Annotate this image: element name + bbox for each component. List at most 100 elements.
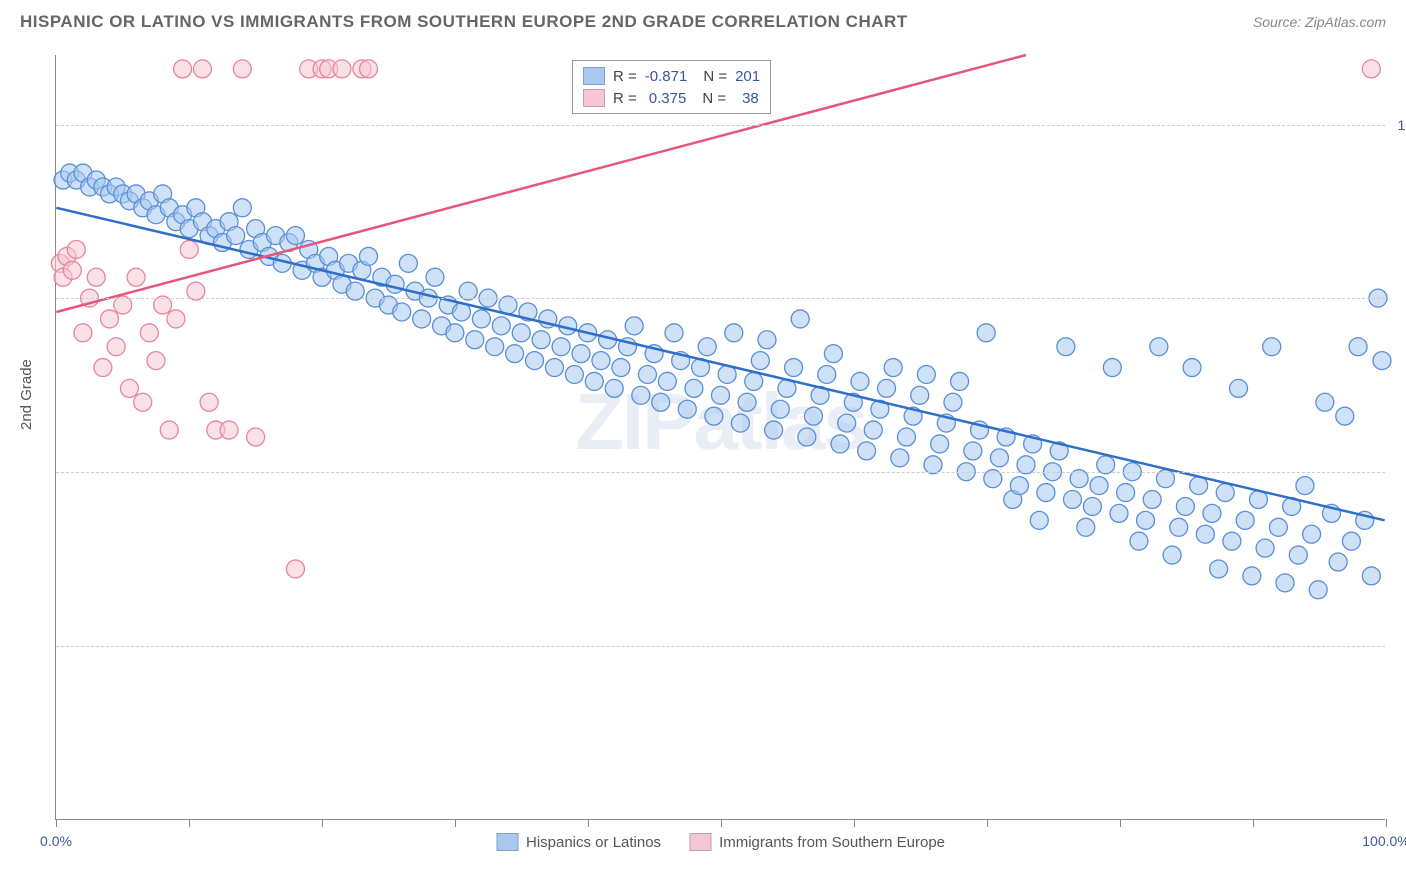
data-point — [771, 400, 789, 418]
data-point — [1329, 553, 1347, 571]
swatch-series-1 — [583, 67, 605, 85]
data-point — [74, 324, 92, 342]
data-point — [878, 379, 896, 397]
x-tick — [56, 819, 57, 827]
data-point — [1117, 484, 1135, 502]
data-point — [851, 372, 869, 390]
data-point — [160, 421, 178, 439]
x-tick — [322, 819, 323, 827]
x-tick — [1253, 819, 1254, 827]
data-point — [492, 317, 510, 335]
swatch-series-1 — [496, 833, 518, 851]
chart-plot-area: ZIPatlas R = -0.871 N = 201 R = 0.375 N … — [55, 55, 1385, 820]
bottom-legend-item-1: Hispanics or Latinos — [496, 833, 661, 851]
data-point — [399, 254, 417, 272]
data-point — [1017, 456, 1035, 474]
data-point — [705, 407, 723, 425]
legend-r-label: R = — [613, 90, 637, 107]
data-point — [758, 331, 776, 349]
legend-n-label: N = — [702, 90, 726, 107]
data-point — [1143, 491, 1161, 509]
y-axis-label: 2nd Grade — [18, 359, 35, 430]
data-point — [632, 386, 650, 404]
data-point — [864, 421, 882, 439]
data-point — [824, 345, 842, 363]
data-point — [1216, 484, 1234, 502]
x-tick-label: 100.0% — [1362, 833, 1406, 849]
data-point — [526, 352, 544, 370]
data-point — [765, 421, 783, 439]
data-point — [333, 60, 351, 78]
data-point — [798, 428, 816, 446]
data-point — [1309, 581, 1327, 599]
data-point — [393, 303, 411, 321]
data-point — [286, 560, 304, 578]
source-name: ZipAtlas.com — [1305, 14, 1386, 30]
gridline-horizontal — [56, 298, 1385, 299]
data-point — [891, 449, 909, 467]
legend-r-value-2: 0.375 — [649, 90, 687, 107]
data-point — [413, 310, 431, 328]
data-point — [738, 393, 756, 411]
legend-r-value-1: -0.871 — [645, 68, 688, 85]
x-tick — [1386, 819, 1387, 827]
scatter-plot-svg — [56, 55, 1385, 819]
data-point — [605, 379, 623, 397]
data-point — [193, 60, 211, 78]
data-point — [360, 247, 378, 265]
data-point — [167, 310, 185, 328]
data-point — [1196, 525, 1214, 543]
data-point — [1083, 497, 1101, 515]
data-point — [466, 331, 484, 349]
data-point — [227, 227, 245, 245]
data-point — [665, 324, 683, 342]
swatch-series-2 — [583, 89, 605, 107]
data-point — [1276, 574, 1294, 592]
data-point — [1203, 504, 1221, 522]
data-point — [512, 324, 530, 342]
data-point — [751, 352, 769, 370]
data-point — [134, 393, 152, 411]
data-point — [1110, 504, 1128, 522]
bottom-legend-item-2: Immigrants from Southern Europe — [689, 833, 945, 851]
data-point — [785, 359, 803, 377]
legend-r-label: R = — [613, 68, 637, 85]
data-point — [127, 268, 145, 286]
data-point — [1269, 518, 1287, 536]
data-point — [1163, 546, 1181, 564]
series-1-name: Hispanics or Latinos — [526, 834, 661, 851]
data-point — [63, 261, 81, 279]
data-point — [1137, 511, 1155, 529]
data-point — [1090, 477, 1108, 495]
data-point — [1030, 511, 1048, 529]
data-point — [1342, 532, 1360, 550]
data-point — [1077, 518, 1095, 536]
data-point — [286, 227, 304, 245]
legend-n-label: N = — [703, 68, 727, 85]
data-point — [838, 414, 856, 432]
x-tick — [721, 819, 722, 827]
data-point — [964, 442, 982, 460]
x-tick — [1120, 819, 1121, 827]
data-point — [174, 60, 192, 78]
data-point — [545, 359, 563, 377]
data-point — [147, 352, 165, 370]
bottom-legend: Hispanics or Latinos Immigrants from Sou… — [496, 833, 945, 851]
data-point — [386, 275, 404, 293]
data-point — [1373, 352, 1391, 370]
data-point — [990, 449, 1008, 467]
data-point — [506, 345, 524, 363]
data-point — [1296, 477, 1314, 495]
data-point — [725, 324, 743, 342]
data-point — [831, 435, 849, 453]
data-point — [951, 372, 969, 390]
data-point — [625, 317, 643, 335]
legend-row-series-1: R = -0.871 N = 201 — [583, 65, 760, 87]
data-point — [712, 386, 730, 404]
x-tick — [455, 819, 456, 827]
data-point — [1183, 359, 1201, 377]
chart-title: HISPANIC OR LATINO VS IMMIGRANTS FROM SO… — [20, 12, 908, 32]
data-point — [1289, 546, 1307, 564]
y-tick-label: 100.0% — [1398, 117, 1406, 133]
data-point — [858, 442, 876, 460]
